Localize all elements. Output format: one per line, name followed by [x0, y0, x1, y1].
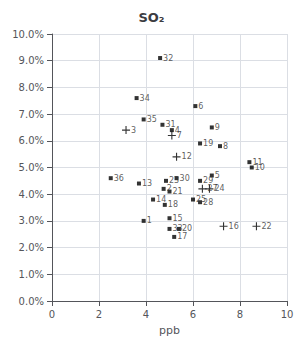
svg-text:24: 24 [214, 184, 225, 194]
svg-text:22: 22 [261, 222, 271, 231]
svg-text:0.0%: 0.0% [19, 296, 44, 307]
svg-text:0: 0 [49, 309, 55, 320]
svg-text:21: 21 [173, 187, 183, 196]
svg-text:8: 8 [237, 309, 243, 320]
svg-text:8: 8 [223, 142, 228, 151]
svg-text:1.0%: 1.0% [19, 269, 44, 280]
svg-text:2.0%: 2.0% [19, 242, 44, 253]
svg-text:35: 35 [147, 115, 157, 124]
svg-text:5.0%: 5.0% [19, 162, 44, 173]
svg-text:2: 2 [167, 184, 172, 193]
svg-text:16: 16 [229, 222, 239, 231]
svg-text:1: 1 [147, 216, 152, 225]
svg-text:6.0%: 6.0% [19, 135, 44, 146]
svg-text:18: 18 [168, 200, 178, 209]
svg-text:5: 5 [215, 171, 220, 180]
svg-text:36: 36 [114, 174, 124, 183]
svg-text:19: 19 [203, 139, 213, 148]
svg-text:ppb: ppb [159, 324, 180, 337]
svg-text:2: 2 [96, 309, 102, 320]
svg-text:34: 34 [140, 94, 150, 103]
svg-text:13: 13 [142, 179, 152, 188]
svg-text:6: 6 [198, 102, 203, 111]
svg-text:9.0%: 9.0% [19, 55, 44, 66]
svg-text:17: 17 [177, 232, 187, 241]
svg-text:11: 11 [252, 158, 262, 167]
svg-text:10: 10 [254, 163, 265, 172]
svg-text:10.0%: 10.0% [12, 29, 44, 40]
svg-text:15: 15 [173, 214, 183, 223]
svg-text:8.0%: 8.0% [19, 82, 44, 93]
svg-text:33: 33 [173, 224, 183, 233]
svg-text:4.0%: 4.0% [19, 189, 44, 200]
svg-text:6: 6 [190, 309, 196, 320]
svg-text:7.0%: 7.0% [19, 109, 44, 120]
svg-text:4: 4 [143, 309, 149, 320]
svg-text:3: 3 [131, 126, 136, 135]
svg-text:SO₂: SO₂ [138, 10, 164, 25]
svg-text:14: 14 [156, 195, 166, 204]
svg-text:29: 29 [203, 176, 214, 186]
svg-text:25: 25 [196, 195, 207, 204]
svg-text:3.0%: 3.0% [19, 215, 44, 226]
svg-text:32: 32 [163, 54, 173, 63]
svg-text:12: 12 [182, 152, 192, 161]
svg-text:23: 23 [169, 176, 179, 185]
svg-text:20: 20 [182, 224, 192, 233]
svg-text:10: 10 [281, 309, 294, 320]
svg-text:28: 28 [203, 198, 213, 207]
svg-text:31: 31 [165, 120, 175, 129]
svg-text:7: 7 [177, 131, 182, 140]
svg-text:27: 27 [207, 184, 217, 193]
svg-text:30: 30 [180, 174, 190, 183]
svg-text:9: 9 [215, 123, 220, 132]
